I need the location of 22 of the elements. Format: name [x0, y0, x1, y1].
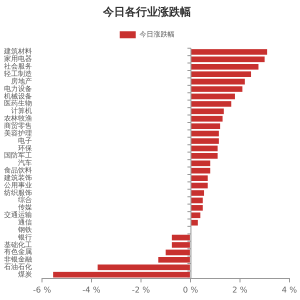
x-tick-label: -2 %	[132, 285, 150, 294]
bar	[190, 160, 210, 166]
bar	[190, 168, 210, 174]
bar	[190, 123, 220, 129]
x-tick-label: 2 %	[232, 285, 248, 294]
chart-title: 今日各行业涨跌幅	[102, 5, 191, 18]
bar	[158, 257, 190, 263]
bar	[190, 212, 200, 218]
x-tick-label: -6 %	[32, 285, 52, 294]
bar	[190, 71, 252, 78]
x-tick-label: 0 %	[182, 285, 198, 294]
bar	[190, 175, 208, 181]
bar	[190, 116, 223, 122]
x-tick-label: -4 %	[82, 285, 101, 294]
x-tick-label: 4 %	[282, 285, 298, 294]
bar	[190, 64, 258, 70]
bar	[190, 49, 268, 55]
bar	[98, 264, 190, 270]
bar	[190, 220, 198, 226]
bar	[190, 56, 265, 62]
bar	[53, 272, 190, 278]
bar	[190, 108, 224, 114]
